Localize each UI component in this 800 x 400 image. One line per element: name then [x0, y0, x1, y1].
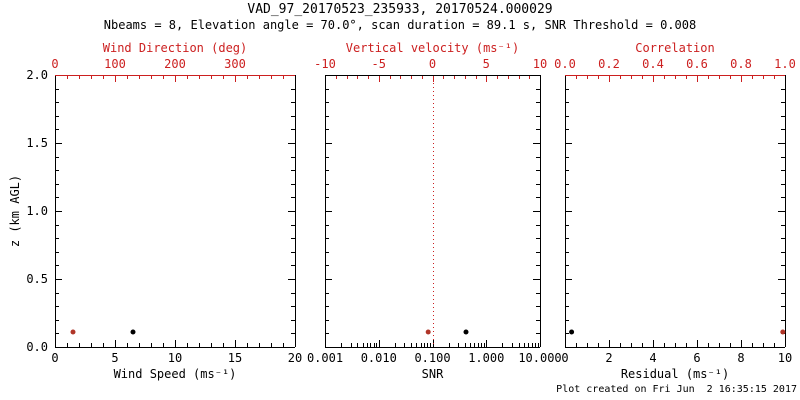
- svg-text:0.0: 0.0: [26, 340, 48, 354]
- svg-text:2.0: 2.0: [26, 68, 48, 82]
- svg-text:100: 100: [104, 57, 126, 71]
- svg-text:0.001: 0.001: [307, 351, 343, 365]
- wind-direction-axis-label: Wind Direction (deg): [102, 41, 248, 55]
- data-point-wind-speed: [130, 329, 136, 335]
- svg-text:0.8: 0.8: [730, 57, 752, 71]
- svg-text:1.0: 1.0: [774, 57, 796, 71]
- svg-text:0.5: 0.5: [26, 272, 48, 286]
- data-point-residual: [569, 329, 575, 335]
- svg-text:0.2: 0.2: [598, 57, 620, 71]
- x-bottom-ticks: 0.001 0.010 0.100 1.000 10.000: [307, 340, 562, 365]
- svg-text:5: 5: [483, 57, 490, 71]
- panel-snr: 0.001 0.010 0.100 1.000 10.000 -10 -5 0 5 10: [307, 57, 562, 365]
- correlation-axis-label: Correlation: [635, 41, 715, 55]
- svg-text:-10: -10: [314, 57, 336, 71]
- data-point-snr: [463, 329, 469, 335]
- svg-text:1.0: 1.0: [26, 204, 48, 218]
- svg-text:0: 0: [429, 57, 436, 71]
- panel-border: [55, 75, 296, 348]
- snr-axis-label: SNR: [421, 367, 444, 381]
- svg-text:1.5: 1.5: [26, 136, 48, 150]
- plot-subtitle: Nbeams = 8, Elevation angle = 70.0°, sca…: [103, 18, 697, 32]
- data-point-correlation: [780, 329, 786, 335]
- svg-text:0.010: 0.010: [361, 351, 397, 365]
- panel-residual: 0 2 4 6 8 10 0.0 0.2 0.4 0.6 0.8 1.0: [554, 57, 796, 365]
- svg-text:2: 2: [605, 351, 612, 365]
- residual-axis-label: Residual (ms⁻¹): [620, 367, 730, 381]
- svg-text:10: 10: [778, 351, 792, 365]
- panel-wind: 0.00.51.01.52.00 5 10 15 200 100 200 300: [26, 57, 302, 365]
- svg-text:20: 20: [288, 351, 302, 365]
- svg-text:0.6: 0.6: [686, 57, 708, 71]
- svg-text:10: 10: [168, 351, 182, 365]
- svg-text:5: 5: [111, 351, 118, 365]
- wind-speed-axis-label: Wind Speed (ms⁻¹): [113, 367, 237, 381]
- svg-text:0: 0: [561, 351, 568, 365]
- svg-text:200: 200: [164, 57, 186, 71]
- panel-border: [325, 75, 541, 348]
- panel-border: [565, 75, 786, 348]
- svg-text:4: 4: [649, 351, 656, 365]
- svg-text:300: 300: [224, 57, 246, 71]
- svg-text:0.4: 0.4: [642, 57, 664, 71]
- plot-title: VAD_97_20170523_235933, 20170524.000029: [247, 2, 553, 17]
- svg-text:15: 15: [228, 351, 242, 365]
- y-axis-ticks: [325, 75, 540, 348]
- svg-text:0.0: 0.0: [554, 57, 576, 71]
- svg-text:0.100: 0.100: [414, 351, 450, 365]
- svg-text:8: 8: [737, 351, 744, 365]
- svg-text:0: 0: [51, 351, 58, 365]
- y-axis-ticks: [565, 75, 785, 348]
- x-bottom-ticks: 0 2 4 6 8 10: [561, 340, 792, 365]
- x-top-ticks: 0.0 0.2 0.4 0.6 0.8 1.0: [554, 57, 796, 82]
- svg-text:10.000: 10.000: [518, 351, 561, 365]
- x-top-ticks: -10 -5 0 5 10: [314, 57, 547, 82]
- x-bottom-ticks: 0 5 10 15 20: [51, 340, 302, 365]
- svg-text:10: 10: [533, 57, 547, 71]
- svg-text:1.000: 1.000: [468, 351, 504, 365]
- data-point-vertical-velocity: [425, 329, 431, 335]
- created-timestamp: Plot created on Fri Jun 2 16:35:15 2017: [556, 384, 797, 395]
- data-point-wind-direction: [70, 329, 76, 335]
- vertical-velocity-axis-label: Vertical velocity (ms⁻¹): [345, 41, 520, 55]
- svg-text:-5: -5: [372, 57, 386, 71]
- y-tick-labels: 0.0 0.5 1.0 1.5 2.0: [26, 68, 48, 354]
- x-top-ticks: 0 100 200 300: [51, 57, 296, 82]
- svg-text:6: 6: [693, 351, 700, 365]
- y-axis-ticks: [55, 75, 295, 348]
- svg-text:0: 0: [51, 57, 58, 71]
